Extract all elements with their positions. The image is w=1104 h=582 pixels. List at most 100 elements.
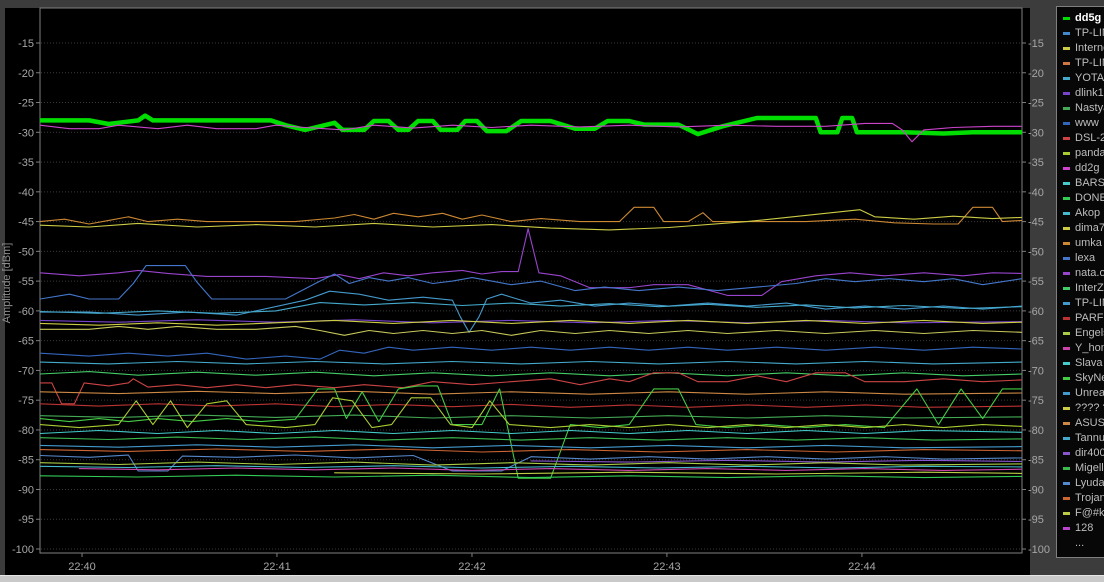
legend-network-name: Migell bbox=[1075, 462, 1104, 474]
legend-network-name: ASUS bbox=[1075, 417, 1104, 429]
legend-color-marker bbox=[1063, 452, 1070, 455]
legend-color-marker bbox=[1063, 197, 1070, 200]
y-tick-label-right: -85 bbox=[1028, 455, 1044, 467]
legend-item[interactable]: www bbox=[1063, 116, 1104, 131]
legend-color-marker bbox=[1063, 212, 1070, 215]
legend-color-marker bbox=[1063, 152, 1070, 155]
legend-network-name: ... bbox=[1075, 537, 1085, 549]
y-tick-label-right: -25 bbox=[1028, 98, 1044, 110]
legend-item[interactable]: InterZet bbox=[1063, 281, 1104, 296]
legend-item[interactable]: ASUS bbox=[1063, 416, 1104, 431]
legend-network-name: Nastya bbox=[1075, 102, 1104, 114]
legend-item[interactable]: ... bbox=[1063, 536, 1104, 551]
y-tick-label-right: -75 bbox=[1028, 395, 1044, 407]
legend-item[interactable]: Y_home bbox=[1063, 341, 1104, 356]
legend-item[interactable]: Slava bbox=[1063, 356, 1104, 371]
legend-color-marker bbox=[1063, 407, 1070, 410]
y-tick-label-right: -35 bbox=[1028, 157, 1044, 169]
legend-network-name: DSL-26 bbox=[1075, 132, 1104, 144]
legend-color-marker bbox=[1063, 47, 1070, 50]
legend-item[interactable]: DONET bbox=[1063, 191, 1104, 206]
legend-color-marker bbox=[1063, 257, 1070, 260]
legend-item[interactable]: DSL-26 bbox=[1063, 131, 1104, 146]
legend-item[interactable]: Unreal bbox=[1063, 386, 1104, 401]
legend-item[interactable]: BARS bbox=[1063, 176, 1104, 191]
legend-color-marker bbox=[1063, 317, 1070, 320]
legend-network-name: TP-LINK bbox=[1075, 27, 1104, 39]
legend-network-name: TP-LINK bbox=[1075, 297, 1104, 309]
legend-color-marker bbox=[1063, 287, 1070, 290]
legend-network-name: dd5g bbox=[1075, 12, 1102, 24]
y-tick-label-right: -70 bbox=[1028, 365, 1044, 377]
legend-item[interactable]: Trojan_ bbox=[1063, 491, 1104, 506]
legend-network-name: InterZet bbox=[1075, 282, 1104, 294]
legend-item[interactable]: dima78 bbox=[1063, 221, 1104, 236]
legend-item[interactable]: dlink12 bbox=[1063, 86, 1104, 101]
legend-item[interactable]: PARF bbox=[1063, 311, 1104, 326]
legend-color-marker bbox=[1063, 332, 1070, 335]
legend-color-marker bbox=[1063, 272, 1070, 275]
legend-color-marker bbox=[1063, 347, 1070, 350]
legend-color-marker bbox=[1063, 302, 1070, 305]
y-tick-label-right: -30 bbox=[1028, 127, 1044, 139]
legend-color-marker bbox=[1063, 182, 1070, 185]
legend-item[interactable]: Tannum bbox=[1063, 431, 1104, 446]
legend-color-marker bbox=[1063, 17, 1070, 20]
y-tick-label-right: -45 bbox=[1028, 217, 1044, 229]
legend-network-name: Engels bbox=[1075, 327, 1104, 339]
legend-color-marker bbox=[1063, 497, 1070, 500]
legend-color-marker bbox=[1063, 77, 1070, 80]
legend-item[interactable]: umka bbox=[1063, 236, 1104, 251]
legend-item[interactable]: Akop bbox=[1063, 206, 1104, 221]
legend-network-name: Trojan_ bbox=[1075, 492, 1104, 504]
legend-item[interactable]: Migell bbox=[1063, 461, 1104, 476]
legend-color-marker bbox=[1063, 32, 1070, 35]
y-tick-label-right: -100 bbox=[1028, 544, 1050, 556]
legend-item[interactable]: SkyNet bbox=[1063, 371, 1104, 386]
legend-color-marker bbox=[1063, 392, 1070, 395]
legend-color-marker bbox=[1063, 62, 1070, 65]
legend-item[interactable]: nata.olr bbox=[1063, 266, 1104, 281]
legend-network-name: 128 bbox=[1075, 522, 1094, 534]
legend-network-name: BARS bbox=[1075, 177, 1104, 189]
legend-item[interactable]: TP-LINK bbox=[1063, 26, 1104, 41]
legend-color-marker bbox=[1063, 137, 1070, 140]
legend-network-name: DONET bbox=[1075, 192, 1104, 204]
legend-item[interactable]: ???? ?? bbox=[1063, 401, 1104, 416]
legend-item[interactable]: YOTA bbox=[1063, 71, 1104, 86]
legend-color-marker bbox=[1063, 242, 1070, 245]
legend-item[interactable]: panda bbox=[1063, 146, 1104, 161]
legend-item[interactable]: F@#k_ bbox=[1063, 506, 1104, 521]
legend-item[interactable]: dir400 bbox=[1063, 446, 1104, 461]
legend-item[interactable]: Lyuda bbox=[1063, 476, 1104, 491]
legend-item[interactable]: TP-LINK bbox=[1063, 56, 1104, 71]
legend-network-name: dir400 bbox=[1075, 447, 1104, 459]
y-tick-label-right: -95 bbox=[1028, 514, 1044, 526]
legend-network-name: Internet bbox=[1075, 42, 1104, 54]
legend-network-name: TP-LINK bbox=[1075, 57, 1104, 69]
legend-color-marker bbox=[1063, 167, 1070, 170]
y-tick-label-right: -80 bbox=[1028, 425, 1044, 437]
legend-item[interactable]: Internet bbox=[1063, 41, 1104, 56]
legend-color-marker bbox=[1063, 512, 1070, 515]
legend-item[interactable]: Nastya bbox=[1063, 101, 1104, 116]
legend-item[interactable]: dd2g bbox=[1063, 161, 1104, 176]
legend-item[interactable]: TP-LINK bbox=[1063, 296, 1104, 311]
legend-color-marker bbox=[1063, 92, 1070, 95]
y-tick-label-right: -65 bbox=[1028, 336, 1044, 348]
legend-item[interactable]: dd5g bbox=[1063, 11, 1104, 26]
legend-network-name: umka bbox=[1075, 237, 1102, 249]
legend-color-marker bbox=[1063, 542, 1070, 545]
y-tick-label-right: -60 bbox=[1028, 306, 1044, 318]
legend-color-marker bbox=[1063, 227, 1070, 230]
legend-item[interactable]: Engels bbox=[1063, 326, 1104, 341]
legend-color-marker bbox=[1063, 122, 1070, 125]
legend-item[interactable]: 128 bbox=[1063, 521, 1104, 536]
legend-item[interactable]: lexa bbox=[1063, 251, 1104, 266]
legend-network-name: lexa bbox=[1075, 252, 1096, 264]
y-tick-label-right: -90 bbox=[1028, 484, 1044, 496]
y-tick-label-right: -20 bbox=[1028, 68, 1044, 80]
y-tick-label-right: -50 bbox=[1028, 246, 1044, 258]
legend-network-name: PARF bbox=[1075, 312, 1104, 324]
